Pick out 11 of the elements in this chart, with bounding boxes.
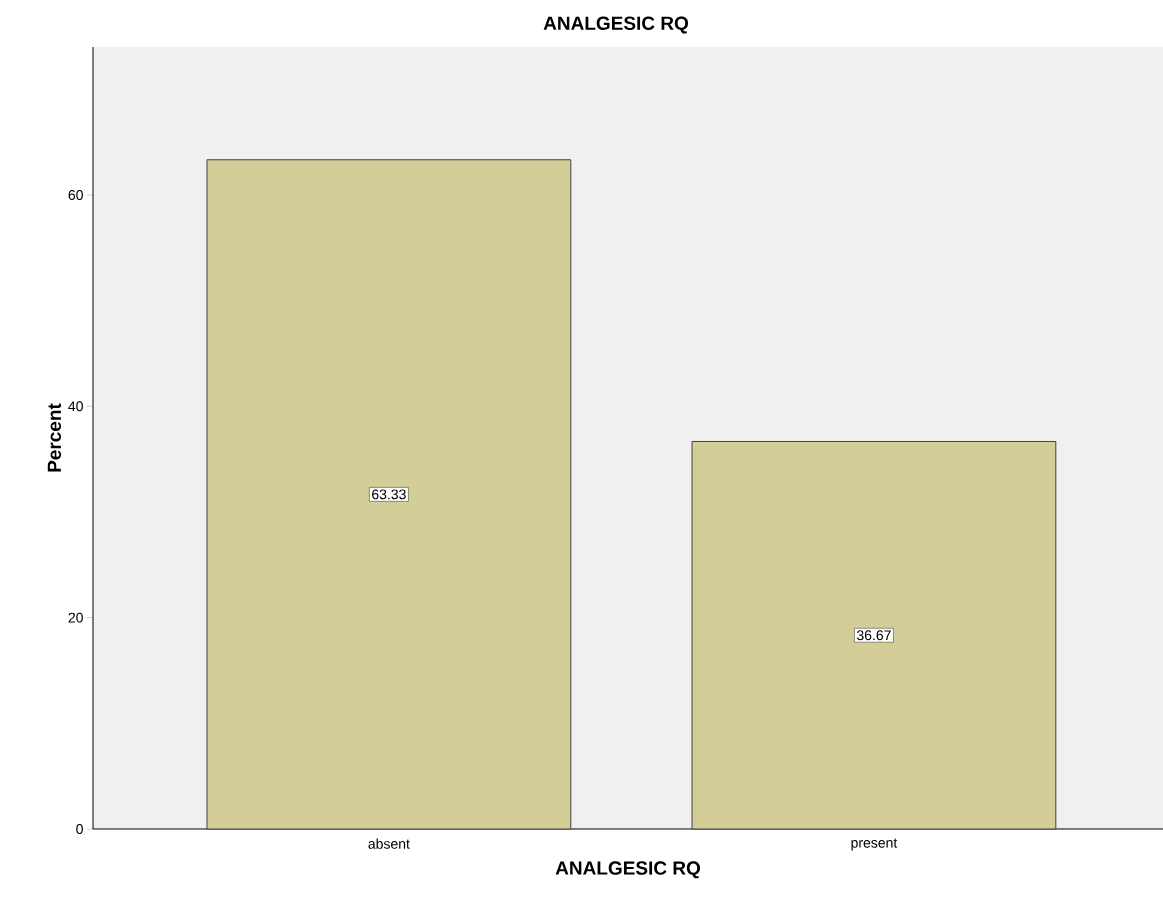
x-axis-title: ANALGESIC RQ	[555, 861, 701, 879]
y-tick-label: 20	[68, 612, 83, 623]
y-axis-title: Percent	[47, 403, 62, 472]
x-tick-label: present	[851, 838, 898, 851]
data-label: 36.67	[856, 630, 891, 641]
y-tick-label: 0	[76, 824, 83, 834]
x-tick-label: absent	[368, 838, 410, 849]
y-tick-label: 40	[68, 401, 83, 412]
chart-title: ANALGESIC RQ	[543, 16, 689, 34]
data-label: 63.33	[372, 489, 406, 500]
y-tick-label: 60	[68, 189, 83, 200]
